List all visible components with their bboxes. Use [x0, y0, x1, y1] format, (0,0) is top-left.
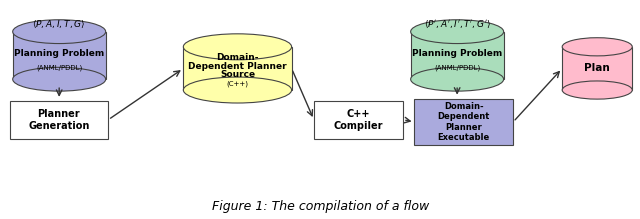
Text: (ANML/PDDL): (ANML/PDDL) — [434, 64, 480, 71]
Bar — [314, 101, 403, 139]
Bar — [10, 101, 108, 139]
Text: C++
Compiler: C++ Compiler — [333, 109, 383, 131]
Ellipse shape — [562, 38, 632, 56]
Text: Planner
Generation: Planner Generation — [28, 109, 90, 131]
Text: $\langle P, A, I, T, G\rangle$: $\langle P, A, I, T, G\rangle$ — [33, 19, 86, 30]
Text: Plan: Plan — [584, 64, 610, 73]
Text: (C++): (C++) — [227, 80, 248, 87]
Bar — [13, 32, 106, 79]
Text: Planning Problem: Planning Problem — [14, 49, 104, 58]
Ellipse shape — [562, 81, 632, 99]
Ellipse shape — [183, 77, 292, 103]
Ellipse shape — [183, 34, 292, 60]
Text: Domain-
Dependent
Planner
Executable: Domain- Dependent Planner Executable — [438, 102, 490, 142]
Text: Dependent Planner: Dependent Planner — [188, 62, 287, 71]
Ellipse shape — [13, 67, 106, 91]
Ellipse shape — [411, 67, 504, 91]
Bar — [415, 99, 513, 145]
Bar — [562, 47, 632, 90]
Bar — [183, 47, 292, 90]
Text: Source: Source — [220, 70, 255, 79]
Text: Planning Problem: Planning Problem — [412, 49, 502, 58]
Ellipse shape — [411, 20, 504, 44]
Text: Domain-: Domain- — [216, 53, 259, 62]
Text: Figure 1: The compilation of a flow: Figure 1: The compilation of a flow — [212, 200, 429, 213]
Bar — [411, 32, 504, 79]
Ellipse shape — [13, 20, 106, 44]
Text: $\langle P', A', I', T', G'\rangle$: $\langle P', A', I', T', G'\rangle$ — [424, 19, 490, 30]
Text: (ANML/PDDL): (ANML/PDDL) — [36, 64, 83, 71]
